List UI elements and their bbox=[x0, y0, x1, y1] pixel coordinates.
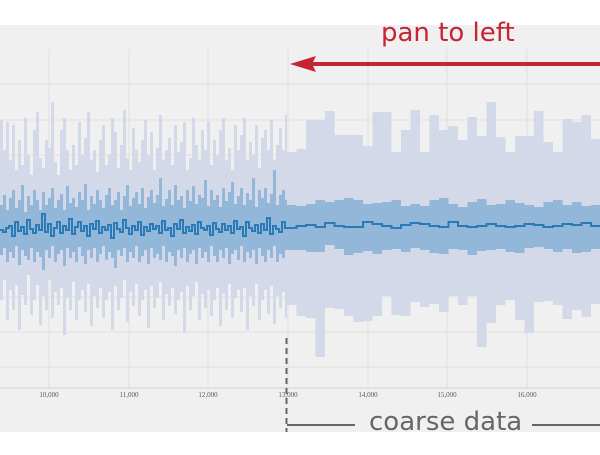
coarse-data-label: coarse data bbox=[369, 407, 523, 437]
x-tick-label: 15,000 bbox=[437, 391, 457, 399]
x-tick-label: 11,000 bbox=[119, 391, 139, 399]
pan-left-arrow bbox=[290, 56, 600, 72]
x-tick-label: 16,000 bbox=[517, 391, 537, 399]
x-tick-label: 12,000 bbox=[198, 391, 218, 399]
chart-area[interactable] bbox=[0, 25, 600, 432]
x-tick-label: 14,000 bbox=[358, 391, 378, 399]
chart-plot[interactable] bbox=[0, 25, 600, 432]
x-tick-label: 10,000 bbox=[39, 391, 59, 399]
quartile-band bbox=[0, 170, 600, 270]
pan-to-left-label: pan to left bbox=[381, 18, 515, 48]
median-line bbox=[0, 213, 600, 239]
x-tick-label: 13,000 bbox=[278, 391, 298, 399]
arrow-left-icon bbox=[290, 56, 316, 72]
